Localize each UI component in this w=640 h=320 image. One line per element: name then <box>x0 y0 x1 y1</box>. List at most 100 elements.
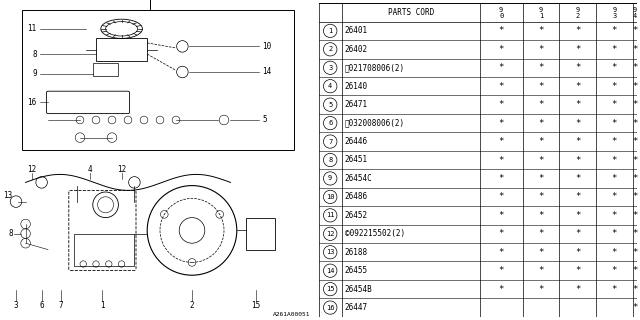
Text: *: * <box>612 174 617 183</box>
Text: 12: 12 <box>326 231 335 237</box>
Text: *: * <box>632 63 637 72</box>
Text: *: * <box>575 82 580 91</box>
Text: *: * <box>499 156 504 164</box>
Text: 6: 6 <box>328 120 332 126</box>
Text: ©092215502(2): ©092215502(2) <box>345 229 405 238</box>
Text: 26401: 26401 <box>345 26 368 36</box>
Text: *: * <box>499 119 504 128</box>
Text: *: * <box>538 284 544 294</box>
Text: 10: 10 <box>326 194 335 200</box>
Text: *: * <box>499 266 504 275</box>
Text: *: * <box>632 192 637 201</box>
Text: 0: 0 <box>499 13 503 19</box>
Text: *: * <box>499 137 504 146</box>
Text: 10: 10 <box>262 42 271 51</box>
Text: *: * <box>575 119 580 128</box>
Text: *: * <box>612 100 617 109</box>
Text: *: * <box>538 174 544 183</box>
Text: *: * <box>632 82 637 91</box>
Text: *: * <box>632 119 637 128</box>
Text: *: * <box>612 192 617 201</box>
Text: 8: 8 <box>8 229 13 238</box>
Text: *: * <box>499 248 504 257</box>
Text: 4: 4 <box>328 83 332 89</box>
Text: 26402: 26402 <box>345 45 368 54</box>
Text: *: * <box>575 266 580 275</box>
Text: *: * <box>499 192 504 201</box>
Text: 7: 7 <box>58 301 63 310</box>
Text: 26486: 26486 <box>345 192 368 201</box>
Text: *: * <box>499 45 504 54</box>
Text: *: * <box>632 211 637 220</box>
Text: *: * <box>499 100 504 109</box>
Text: 6: 6 <box>39 301 44 310</box>
Text: *: * <box>575 174 580 183</box>
Bar <box>74 234 134 266</box>
Text: *: * <box>612 137 617 146</box>
Text: 4: 4 <box>633 13 637 19</box>
Text: *: * <box>538 26 544 36</box>
Text: 26471: 26471 <box>345 100 368 109</box>
Bar <box>96 38 147 61</box>
Text: *: * <box>612 82 617 91</box>
Text: 26451: 26451 <box>345 156 368 164</box>
Text: *: * <box>538 119 544 128</box>
Text: 26454C: 26454C <box>345 174 372 183</box>
Bar <box>93 63 118 76</box>
Text: 9: 9 <box>499 7 503 13</box>
Text: 11: 11 <box>28 24 37 33</box>
Text: 1: 1 <box>100 301 105 310</box>
Text: *: * <box>499 26 504 36</box>
Text: *: * <box>499 82 504 91</box>
Text: *: * <box>575 248 580 257</box>
Text: 9: 9 <box>32 69 37 78</box>
Text: 26188: 26188 <box>345 248 368 257</box>
Text: 2: 2 <box>189 301 195 310</box>
Text: A261A00051: A261A00051 <box>273 312 310 317</box>
Text: 16: 16 <box>326 305 335 311</box>
Text: 5: 5 <box>328 102 332 108</box>
Text: 2: 2 <box>575 13 580 19</box>
Text: *: * <box>632 100 637 109</box>
Text: *: * <box>538 63 544 72</box>
Text: *: * <box>575 63 580 72</box>
Text: 12: 12 <box>28 165 36 174</box>
Text: *: * <box>612 229 617 238</box>
Text: *: * <box>499 284 504 294</box>
Text: *: * <box>632 45 637 54</box>
Text: 8: 8 <box>328 157 332 163</box>
Text: *: * <box>538 100 544 109</box>
Text: 26140: 26140 <box>345 82 368 91</box>
Text: *: * <box>538 229 544 238</box>
Text: 1: 1 <box>539 13 543 19</box>
Text: *: * <box>575 284 580 294</box>
Text: PARTS CORD: PARTS CORD <box>388 8 434 17</box>
Text: 14: 14 <box>326 268 335 274</box>
Text: 9: 9 <box>328 175 332 181</box>
Text: *: * <box>538 137 544 146</box>
Text: 12: 12 <box>117 165 126 174</box>
Text: *: * <box>632 137 637 146</box>
Text: *: * <box>538 266 544 275</box>
Text: *: * <box>612 63 617 72</box>
Text: *: * <box>575 45 580 54</box>
Text: *: * <box>612 156 617 164</box>
Text: 8: 8 <box>32 50 37 59</box>
Text: *: * <box>575 192 580 201</box>
Text: 9: 9 <box>539 7 543 13</box>
Text: 7: 7 <box>328 139 332 145</box>
Text: *: * <box>499 174 504 183</box>
Text: Ⓝ021708006(2): Ⓝ021708006(2) <box>345 63 405 72</box>
Text: 4: 4 <box>87 165 92 174</box>
Text: 9: 9 <box>612 7 616 13</box>
Text: 3: 3 <box>328 65 332 71</box>
Text: 26447: 26447 <box>345 303 368 312</box>
Text: 16: 16 <box>28 98 37 107</box>
Text: 3: 3 <box>13 301 19 310</box>
Text: *: * <box>538 45 544 54</box>
Text: 9: 9 <box>633 7 637 13</box>
Text: *: * <box>499 229 504 238</box>
Text: Ⓦ032008006(2): Ⓦ032008006(2) <box>345 119 405 128</box>
Text: *: * <box>575 137 580 146</box>
Text: 2: 2 <box>328 46 332 52</box>
